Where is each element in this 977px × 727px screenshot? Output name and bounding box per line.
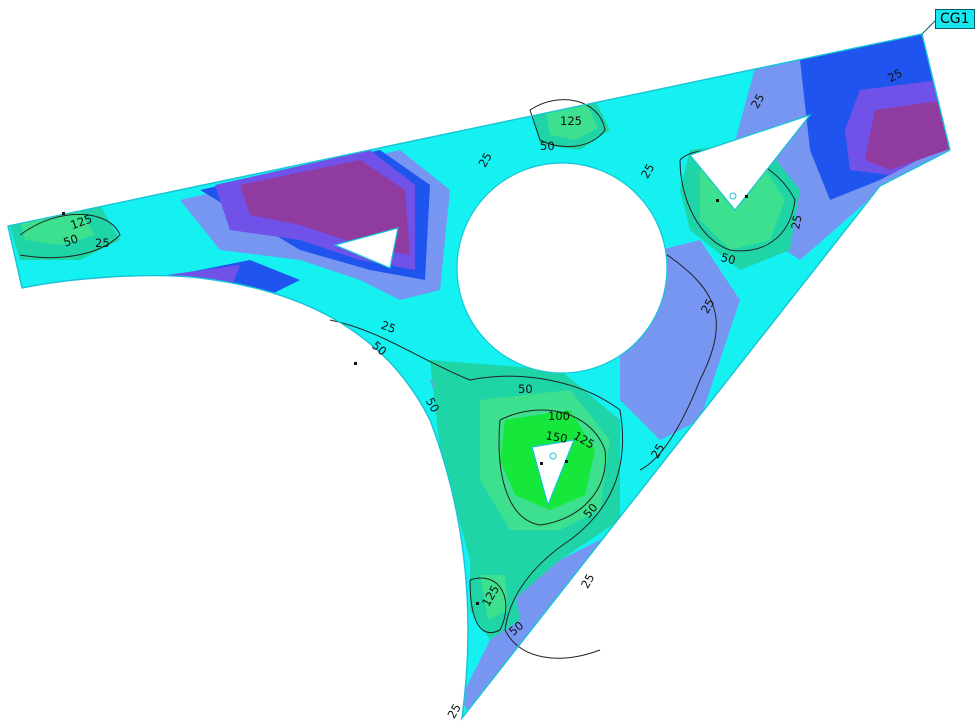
tag-leader (922, 20, 936, 34)
contour-label: 100 (548, 409, 570, 423)
cg-tag: CG1 (935, 9, 975, 29)
point-marker (565, 460, 568, 463)
contour-label: 25 (95, 236, 110, 250)
contour-label: 25 (444, 701, 463, 721)
point-marker (354, 362, 357, 365)
contour-label: 125 (560, 114, 582, 128)
contour-label: 25 (788, 214, 804, 231)
point-marker (745, 195, 748, 198)
center-hole (457, 163, 667, 373)
point-marker (540, 462, 543, 465)
point-marker (716, 199, 719, 202)
band-magenta-right (865, 100, 952, 170)
contour-label: 25 (578, 571, 597, 591)
contour-label: 50 (540, 139, 555, 153)
contour-label: 50 (518, 382, 533, 396)
point-marker (62, 212, 65, 215)
